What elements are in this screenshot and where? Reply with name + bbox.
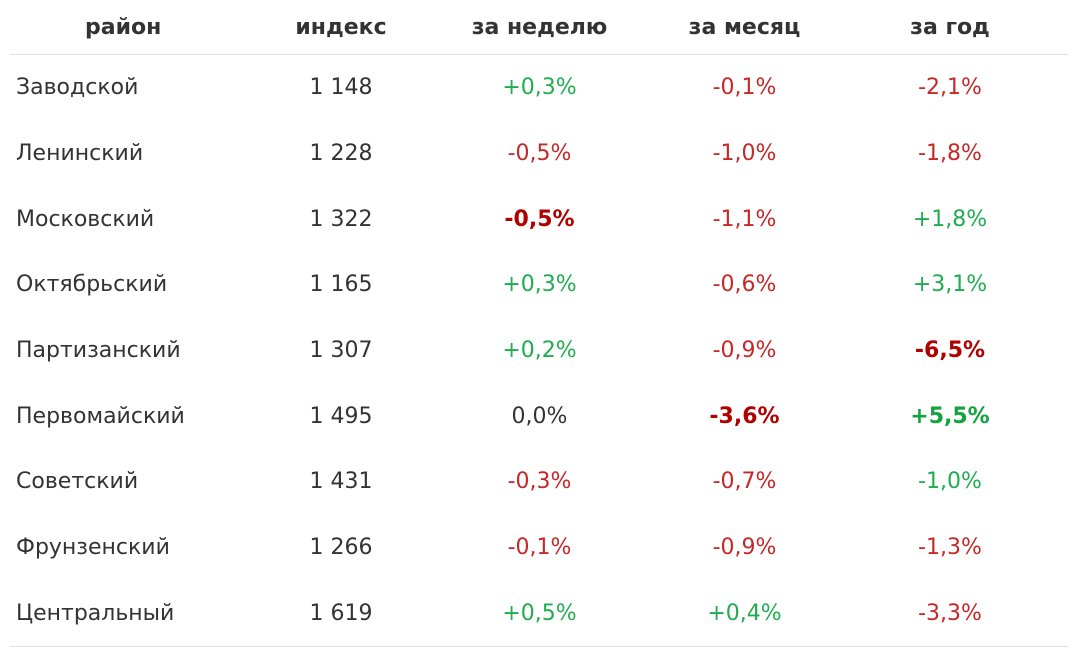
cell-district: Первомайский: [16, 403, 185, 429]
table-row: Московский 1 322 -0,5% -1,1% +1,8%: [10, 186, 1068, 252]
table-row: Заводской 1 148 +0,3% -0,1% -2,1%: [10, 55, 1068, 121]
cell-year: -3,3%: [832, 580, 1068, 648]
cell-month: -1,0%: [712, 141, 777, 167]
cell-month: -0,7%: [712, 469, 777, 495]
cell-index: 1 619: [260, 580, 422, 648]
cell-month: -0,1%: [712, 75, 777, 101]
header-district[interactable]: район: [10, 0, 260, 55]
cell-index: 1 495: [309, 403, 373, 429]
cell-index: 1 266: [309, 535, 373, 561]
table-row: Октябрьский 1 165 +0,3% -0,6% +3,1%: [10, 252, 1068, 318]
table-row: Первомайский 1 495 0,0% -3,6% +5,5%: [10, 383, 1068, 449]
cell-month: +0,4%: [657, 580, 832, 648]
cell-index: 1 431: [309, 469, 373, 495]
cell-district: Заводской: [16, 75, 139, 101]
cell-year: +1,8%: [912, 206, 988, 232]
cell-month: -0,6%: [712, 272, 777, 298]
cell-week: +0,5%: [422, 580, 657, 648]
cell-month: -0,9%: [712, 338, 777, 364]
cell-index: 1 165: [309, 272, 373, 298]
district-index-table: район индекс за неделю за месяц за год З…: [10, 0, 1068, 648]
cell-week: -0,1%: [507, 535, 572, 561]
cell-week: +0,2%: [502, 338, 577, 364]
cell-district: Партизанский: [16, 338, 181, 364]
table-body: Заводской 1 148 +0,3% -0,1% -2,1% Ленинс…: [10, 55, 1068, 648]
cell-week: -0,3%: [507, 469, 572, 495]
cell-week: +0,3%: [502, 272, 577, 298]
header-month[interactable]: за месяц: [657, 0, 832, 55]
cell-week: -0,5%: [507, 141, 572, 167]
cell-year: -1,3%: [918, 535, 982, 561]
cell-year: -6,5%: [914, 338, 986, 364]
cell-district: Октябрьский: [16, 272, 168, 298]
cell-district: Центральный: [10, 580, 260, 648]
cell-district: Московский: [16, 206, 155, 232]
header-year[interactable]: за год: [832, 0, 1068, 55]
cell-district: Советский: [16, 469, 139, 495]
cell-district: Ленинский: [16, 141, 144, 167]
cell-district: Фрунзенский: [16, 535, 170, 561]
cell-week: 0,0%: [511, 403, 568, 429]
table-row: Советский 1 431 -0,3% -0,7% -1,0%: [10, 449, 1068, 515]
table-row: Партизанский 1 307 +0,2% -0,9% -6,5%: [10, 318, 1068, 384]
cell-week: -0,5%: [504, 206, 575, 232]
cell-month: -1,1%: [712, 206, 777, 232]
cell-year: -2,1%: [918, 75, 982, 101]
cell-year: -1,0%: [918, 469, 982, 495]
table-row: Фрунзенский 1 266 -0,1% -0,9% -1,3%: [10, 515, 1068, 581]
table-row: Центральный 1 619 +0,5% +0,4% -3,3%: [10, 580, 1068, 648]
table-header-row: район индекс за неделю за месяц за год: [10, 0, 1068, 55]
cell-week: +0,3%: [502, 75, 577, 101]
header-week[interactable]: за неделю: [422, 0, 657, 55]
cell-index: 1 307: [309, 338, 373, 364]
table-row: Ленинский 1 228 -0,5% -1,0% -1,8%: [10, 121, 1068, 187]
cell-year: -1,8%: [918, 141, 982, 167]
cell-year: +5,5%: [910, 403, 990, 429]
cell-index: 1 148: [309, 75, 373, 101]
cell-month: -3,6%: [709, 403, 780, 429]
cell-year: +3,1%: [912, 272, 988, 298]
cell-index: 1 322: [309, 206, 373, 232]
cell-index: 1 228: [309, 141, 373, 167]
cell-month: -0,9%: [712, 535, 777, 561]
header-index[interactable]: индекс: [260, 0, 422, 55]
